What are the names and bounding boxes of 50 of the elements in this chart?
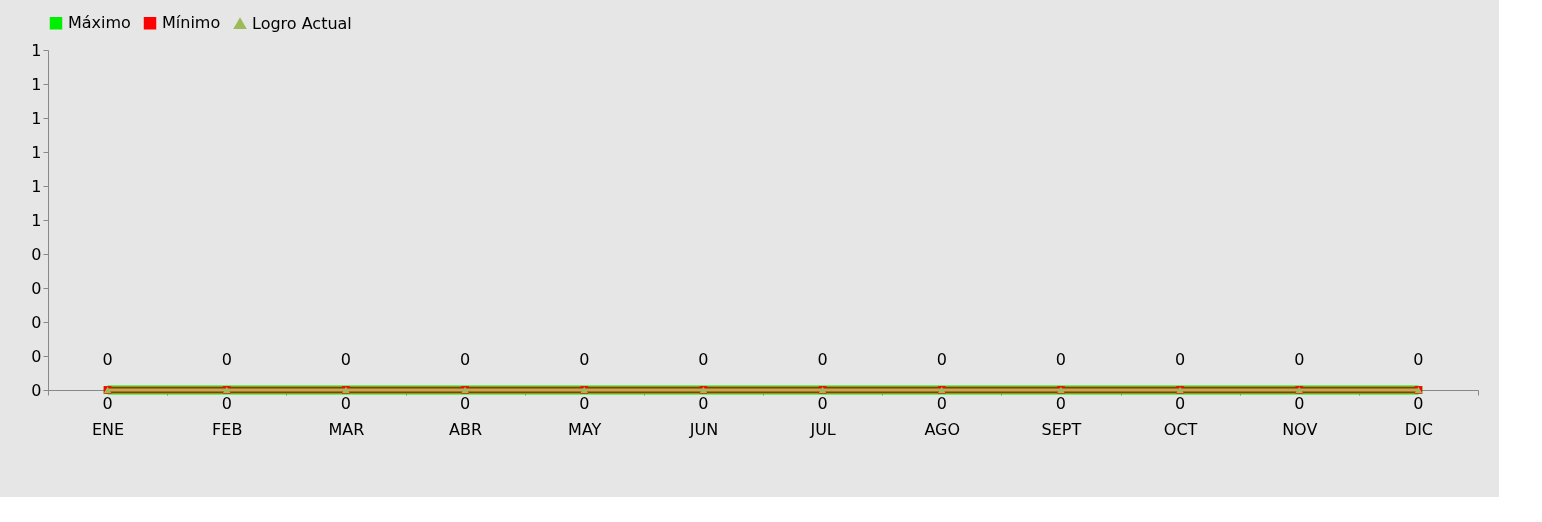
y-tick-label: 1	[31, 40, 42, 60]
data-label: 0	[102, 394, 113, 413]
data-label: 0	[1413, 350, 1424, 369]
y-tick-label: 1	[31, 142, 42, 162]
data-label: 0	[102, 350, 113, 369]
y-tick-label: 1	[31, 108, 42, 128]
legend-label: Máximo	[68, 13, 131, 33]
data-label: 0	[459, 394, 471, 413]
x-tick-label: AGO	[924, 419, 961, 439]
x-tick-label: NOV	[1282, 419, 1318, 439]
data-label: 0	[1174, 394, 1186, 413]
legend-label: Logro Actual	[252, 13, 352, 33]
x-tick-label: MAR	[328, 419, 365, 439]
data-label: 0	[1174, 350, 1186, 369]
y-tick-label: 0	[31, 244, 42, 264]
data-label: 0	[817, 394, 828, 413]
x-tick-label: JUN	[688, 419, 719, 439]
x-tick-label: ENE	[91, 419, 125, 439]
data-label: 0	[698, 394, 709, 413]
x-tick-label: SEPT	[1041, 419, 1082, 439]
data-label: 0	[1294, 394, 1305, 413]
y-tick-label: 1	[31, 74, 42, 94]
data-label: 0	[459, 350, 471, 369]
data-label: 0	[340, 350, 352, 369]
x-tick-label: DIC	[1404, 419, 1434, 439]
y-tick-label: 0	[31, 380, 42, 400]
data-label: 0	[1413, 394, 1424, 413]
data-label: 0	[936, 394, 947, 413]
data-label: 0	[1055, 350, 1067, 369]
data-label: 0	[221, 394, 232, 413]
y-tick-label: 1	[31, 176, 42, 196]
data-label: 0	[221, 350, 232, 369]
y-tick-label: 1	[31, 210, 42, 230]
data-label: 0	[579, 394, 590, 413]
data-label: 0	[579, 350, 590, 369]
data-label: 0	[1294, 350, 1305, 369]
data-label: 0	[1055, 394, 1067, 413]
y-tick-label: 0	[31, 346, 42, 366]
data-label: 0	[817, 350, 828, 369]
x-tick-label: JUL	[809, 419, 836, 439]
data-label: 0	[936, 350, 947, 369]
data-label: 0	[340, 394, 352, 413]
legend-label: Mínimo	[162, 13, 221, 33]
x-tick-label: FEB	[212, 419, 243, 439]
data-label: 0	[698, 350, 709, 369]
x-tick-label: ABR	[449, 419, 483, 439]
y-tick-label: 0	[31, 312, 42, 332]
x-tick-label: OCT	[1163, 419, 1198, 439]
y-tick-label: 0	[31, 278, 42, 298]
x-tick-label: MAY	[568, 419, 602, 439]
